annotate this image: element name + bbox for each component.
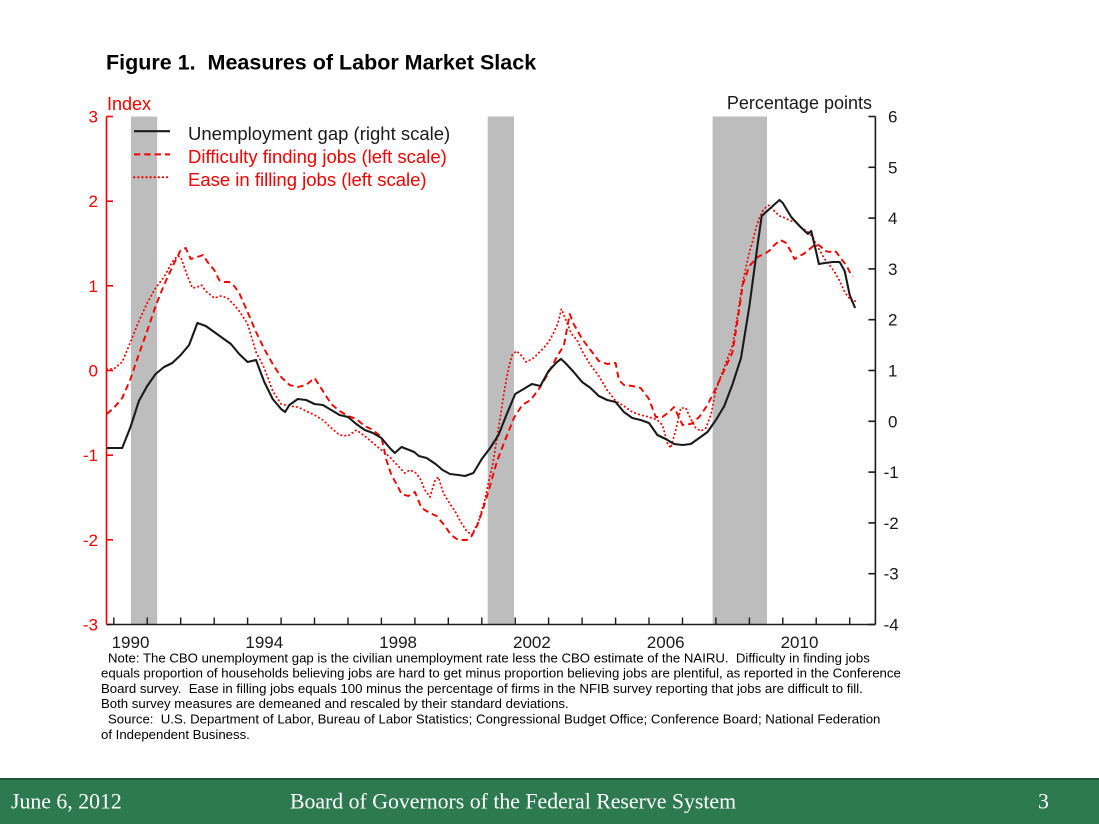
svg-text:1998: 1998 (379, 633, 417, 652)
svg-text:1: 1 (89, 277, 98, 296)
svg-text:Unemployment gap (right scale): Unemployment gap (right scale) (188, 123, 450, 144)
svg-text:Ease in filling jobs (left sca: Ease in filling jobs (left scale) (188, 169, 427, 190)
svg-text:3: 3 (888, 260, 897, 279)
svg-text:2: 2 (888, 311, 897, 330)
svg-text:-3: -3 (83, 616, 98, 635)
svg-text:2002: 2002 (513, 633, 551, 652)
svg-text:4: 4 (888, 209, 897, 228)
svg-text:Percentage points: Percentage points (727, 93, 872, 113)
svg-text:1: 1 (888, 362, 897, 381)
svg-text:3: 3 (89, 108, 98, 127)
svg-text:-2: -2 (83, 531, 98, 550)
svg-text:Note: The CBO unemployment gap: Note: The CBO unemployment gap is the ci… (108, 650, 870, 665)
svg-text:Difficulty finding jobs (left: Difficulty finding jobs (left scale) (188, 146, 447, 167)
svg-text:1994: 1994 (245, 633, 283, 652)
svg-text:of Independent Business.: of Independent Business. (101, 727, 250, 742)
svg-text:-2: -2 (884, 514, 899, 533)
svg-text:equals proportion of household: equals proportion of households believin… (101, 666, 901, 681)
svg-text:2006: 2006 (647, 633, 685, 652)
svg-text:-1: -1 (83, 446, 98, 465)
svg-text:-3: -3 (884, 565, 899, 584)
svg-text:Source: U.S. Department of La: Source: U.S. Department of Labor, Bureau… (108, 712, 880, 727)
svg-text:2: 2 (89, 192, 98, 211)
svg-text:5: 5 (888, 158, 897, 177)
svg-text:-4: -4 (884, 616, 899, 635)
svg-text:0: 0 (888, 412, 897, 431)
svg-text:Board survey. Ease in filling: Board survey. Ease in filling jobs equal… (101, 681, 863, 696)
svg-text:0: 0 (89, 362, 98, 381)
svg-text:2010: 2010 (781, 633, 819, 652)
svg-text:3: 3 (1038, 790, 1049, 814)
svg-text:-1: -1 (884, 463, 899, 482)
svg-text:June 6, 2012: June 6, 2012 (11, 790, 122, 814)
svg-text:Both survey measures are demea: Both survey measures are demeaned and re… (101, 696, 569, 711)
svg-text:Index: Index (107, 94, 151, 114)
svg-text:Figure 1. Measures of Labor M: Figure 1. Measures of Labor Market Slack (106, 51, 536, 75)
svg-text:1990: 1990 (112, 633, 150, 652)
svg-text:Board of Governors of the Fede: Board of Governors of the Federal Reserv… (290, 790, 736, 814)
svg-text:6: 6 (888, 108, 897, 127)
